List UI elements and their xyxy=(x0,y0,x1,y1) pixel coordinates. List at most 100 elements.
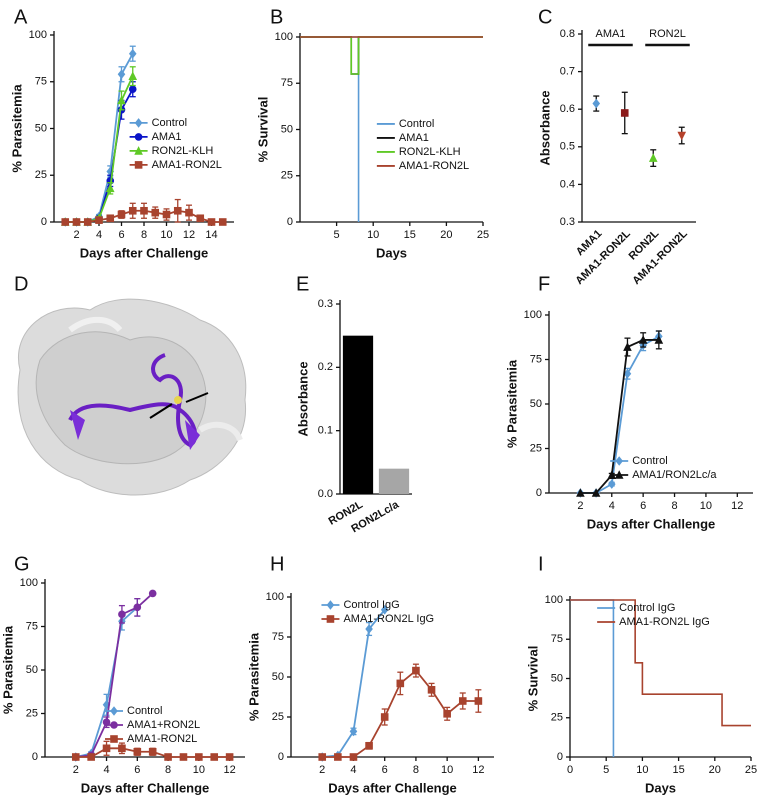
marker xyxy=(349,726,358,737)
x-tick-label: 6 xyxy=(118,229,124,241)
y-tick-label: 100 xyxy=(524,309,542,321)
marker xyxy=(117,69,126,80)
legend-marker xyxy=(134,146,143,155)
series-line xyxy=(580,339,659,494)
x-tick-label: 12 xyxy=(731,500,743,512)
y-tick-label: 0.2 xyxy=(318,361,333,373)
protein-structure xyxy=(17,298,247,496)
marker xyxy=(474,697,483,705)
x-tick-label: 2 xyxy=(319,764,325,776)
series-line xyxy=(65,53,134,223)
x-axis-label: Days after Challenge xyxy=(80,245,209,260)
y-tick-label: 75 xyxy=(272,631,284,643)
survival-line xyxy=(570,599,751,727)
marker xyxy=(380,605,389,615)
y-tick-label: 0 xyxy=(536,487,542,499)
bar xyxy=(378,468,410,494)
legend-label: AMA1 xyxy=(399,132,429,144)
marker xyxy=(196,214,205,223)
x-tick-label: 15 xyxy=(672,764,684,776)
x-axis-label: Days after Challenge xyxy=(587,516,716,531)
y-tick-label: 0 xyxy=(41,216,47,228)
x-tick-label: 15 xyxy=(404,229,416,241)
panel-label: I xyxy=(538,553,544,575)
legend-label: Control IgG xyxy=(619,602,675,614)
marker xyxy=(592,98,601,109)
x-tick-label: 4 xyxy=(350,764,356,776)
y-axis-label: Absorbance xyxy=(537,90,552,165)
panel-label: G xyxy=(14,553,30,575)
marker xyxy=(365,624,373,634)
y-tick-label: 25 xyxy=(35,169,47,181)
marker xyxy=(128,71,138,80)
x-tick-label: 4 xyxy=(96,229,102,241)
y-axis-label: % Survival xyxy=(525,646,540,712)
y-tick-label: 50 xyxy=(551,672,563,684)
marker xyxy=(677,131,687,141)
y-tick-label: 0.7 xyxy=(560,66,575,78)
y-axis-label: % Parasitemia xyxy=(246,632,261,721)
y-tick-label: 0.0 xyxy=(318,488,333,500)
marker xyxy=(148,589,157,598)
legend-marker xyxy=(614,470,624,479)
x-axis-label: Days after Challenge xyxy=(328,780,457,795)
legend-label: AMA1/RON2Lc/a xyxy=(632,469,717,481)
marker xyxy=(106,214,115,223)
legend-label: Control xyxy=(152,117,187,129)
marker xyxy=(607,479,616,489)
y-tick-label: 25 xyxy=(26,707,38,719)
x-tick-label: 2 xyxy=(73,764,79,776)
annotation: AMA1 xyxy=(596,28,626,40)
survival-line xyxy=(300,36,483,75)
y-tick-label: 0 xyxy=(557,751,563,763)
marker xyxy=(648,153,658,162)
marker xyxy=(591,488,601,497)
annotation: RON2L xyxy=(649,28,686,40)
x-tick-label: 8 xyxy=(413,764,419,776)
marker xyxy=(654,335,664,344)
marker xyxy=(207,218,216,226)
marker xyxy=(118,744,126,753)
marker xyxy=(105,183,115,193)
x-tick-label: 6 xyxy=(640,500,646,512)
y-tick-label: 75 xyxy=(281,77,293,89)
marker xyxy=(349,753,358,761)
survival-line xyxy=(300,36,360,222)
y-tick-label: 0 xyxy=(32,751,38,763)
marker xyxy=(458,697,467,705)
survival-line xyxy=(300,36,483,75)
y-tick-label: 0.5 xyxy=(560,141,575,153)
y-axis-label: % Survival xyxy=(255,97,270,163)
legend-label: AMA1-RON2L xyxy=(399,160,469,172)
marker xyxy=(128,85,137,94)
marker xyxy=(117,210,126,219)
panel-label: H xyxy=(270,553,284,575)
marker xyxy=(133,603,142,612)
y-tick-label: 50 xyxy=(272,671,284,683)
marker xyxy=(365,742,373,750)
y-tick-label: 75 xyxy=(26,620,38,632)
marker xyxy=(102,744,111,753)
y-tick-label: 50 xyxy=(35,122,47,134)
marker xyxy=(396,679,405,688)
marker xyxy=(133,747,142,756)
legend-label: RON2L-KLH xyxy=(399,146,461,158)
marker xyxy=(87,753,95,761)
panel-label: C xyxy=(538,6,552,28)
marker xyxy=(164,753,172,761)
x-tick-label: 8 xyxy=(671,500,677,512)
y-tick-label: 0.6 xyxy=(560,103,575,115)
x-tick-label: 10 xyxy=(636,764,648,776)
x-tick-label: 4 xyxy=(103,764,109,776)
legend-marker xyxy=(110,735,118,743)
legend-marker xyxy=(134,161,143,169)
x-tick-label: 14 xyxy=(205,229,217,241)
marker xyxy=(620,109,629,117)
legend-label: Control xyxy=(127,705,162,717)
marker xyxy=(218,218,227,226)
legend-label: Control IgG xyxy=(343,599,399,611)
marker xyxy=(576,488,585,497)
marker xyxy=(412,666,420,675)
legend-label: Control xyxy=(399,118,434,130)
y-tick-label: 0.3 xyxy=(318,298,333,310)
